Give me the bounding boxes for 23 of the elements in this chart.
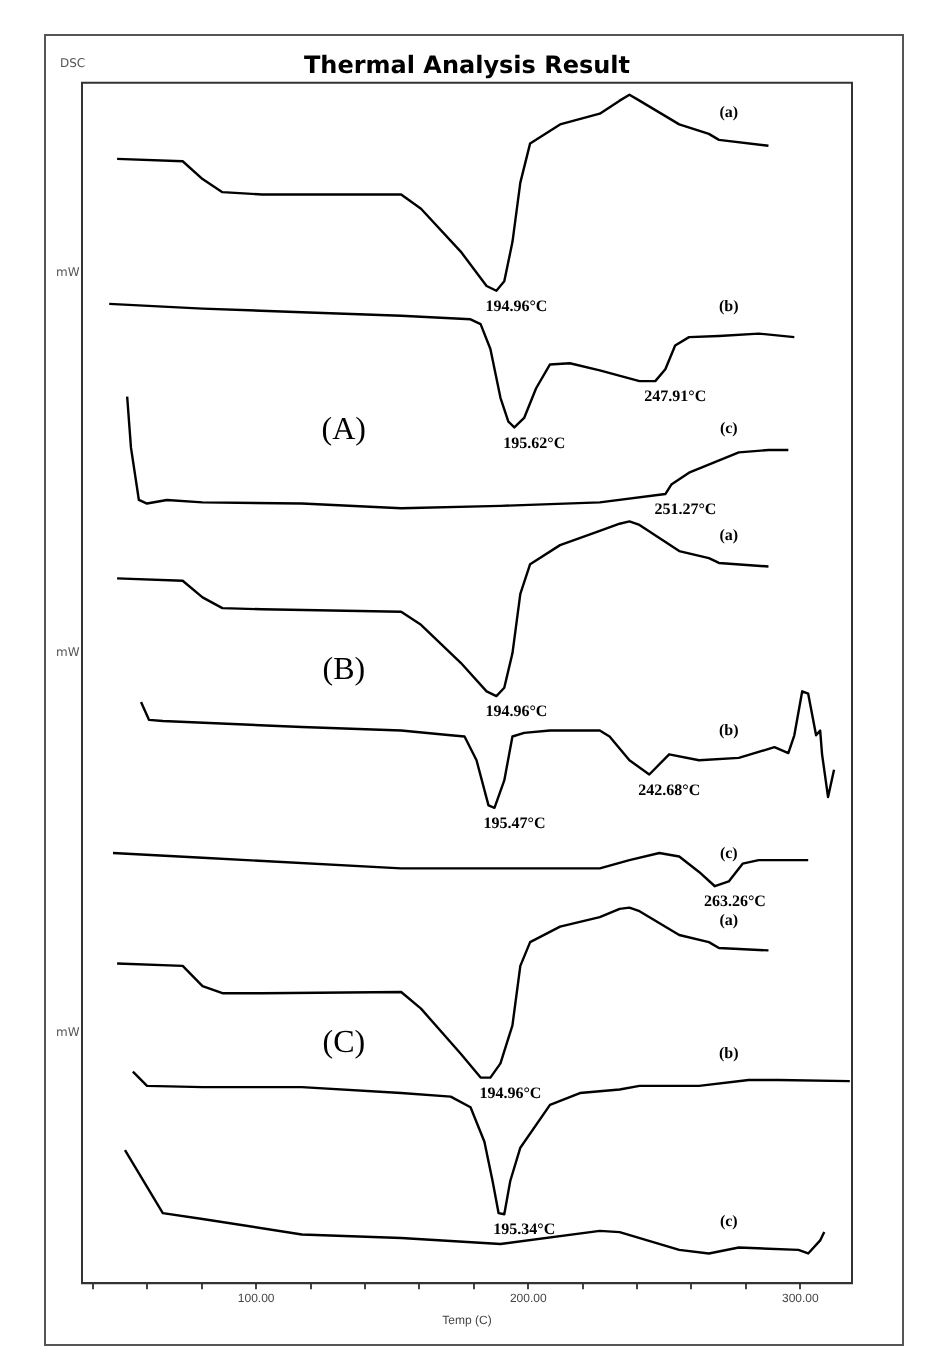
annotation: (A) — [321, 413, 367, 448]
series-label: (c) — [719, 1211, 739, 1230]
annotation: 247.91°C — [644, 387, 707, 406]
annotation: 195.34°C — [493, 1220, 556, 1239]
series-label: (a) — [719, 525, 739, 544]
annotation: 194.96°C — [485, 702, 548, 721]
annotation: 263.26°C — [703, 892, 767, 911]
annotation: 251.27°C — [654, 500, 717, 519]
annotation: 194.96°C — [479, 1083, 542, 1102]
annotation: 242.68°C — [638, 780, 701, 799]
annotation: 195.62°C — [503, 433, 566, 452]
annotation: 194.96°C — [485, 296, 548, 315]
series-label: (b) — [719, 720, 740, 739]
series-label: (a) — [719, 103, 739, 122]
annotation: (C) — [322, 1025, 366, 1060]
series-label: (c) — [719, 843, 739, 862]
annotation: (B) — [322, 653, 366, 688]
series-label: (b) — [719, 1044, 740, 1063]
series-label: (b) — [719, 297, 740, 316]
annotation: 195.47°C — [483, 813, 546, 832]
chart-title: Thermal Analysis Result — [303, 50, 631, 79]
series-label: (a) — [719, 910, 739, 929]
series-label: (c) — [719, 418, 739, 437]
